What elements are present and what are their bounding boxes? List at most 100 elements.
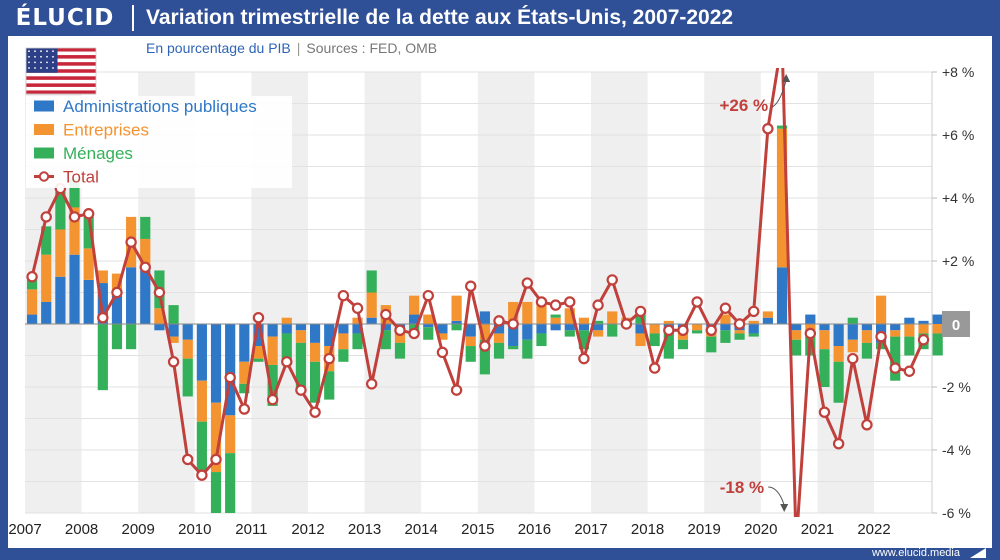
bar-gov-q6 [111,295,123,324]
bar-business-q35 [522,301,533,324]
total-marker-q27 [408,327,420,340]
bar-gov-q20 [309,324,321,343]
bar-business-q5 [97,270,108,284]
x-tick-label: 2015 [461,521,494,538]
y-tick-label: -6 % [942,505,971,521]
total-marker-q37 [549,299,562,311]
bar-gov-q62 [904,317,915,324]
x-tick-label: 2007 [8,521,41,538]
bar-business-q10 [168,336,179,343]
bar-gov-q55 [805,314,816,324]
bar-business-q27 [409,295,420,315]
bar-business-q28 [423,314,434,324]
flag-star [52,55,54,58]
x-tick-label: 2011 [235,521,267,538]
chart-title: Variation trimestrielle de la dette aux … [146,6,734,29]
bar-gov-q10 [168,324,179,337]
bar-households-q28 [423,327,434,340]
bar-gov-q23 [352,324,363,334]
total-marker-q30 [450,384,463,396]
bar-business-q8 [140,238,151,271]
total-marker-q26 [394,324,406,336]
bar-gov-q34 [508,324,519,347]
total-marker-q31 [465,280,477,292]
bar-households-q58 [847,317,858,324]
bar-gov-q56 [819,324,830,331]
footer-url[interactable]: www.elucid.media [871,547,960,559]
total-marker-q1 [40,211,52,223]
bar-households-q26 [394,342,406,359]
flag-star [28,67,30,69]
total-marker-q58 [847,352,859,365]
total-marker-q21 [323,352,335,365]
x-tick-label: 2018 [631,521,664,538]
bar-business-q2 [55,229,66,277]
bar-business-q58 [847,339,858,353]
bar-gov-q5 [97,283,108,324]
bar-gov-q37 [550,324,561,331]
bar-households-q38 [564,330,575,337]
bar-gov-q11 [182,324,193,340]
bar-business-q50 [734,330,745,334]
flag-star [28,50,30,53]
bar-households-q0 [26,279,38,290]
bar-households-q19 [295,342,307,391]
x-tick-label: 2022 [857,521,890,538]
bar-gov-q4 [83,279,94,324]
total-marker-q24 [365,378,378,390]
total-marker-q18 [281,356,293,368]
total-marker-q22 [337,289,350,302]
total-marker-q51 [748,305,760,318]
total-marker-q6 [111,286,123,299]
flag-star [52,50,54,53]
flag-star [46,50,48,53]
flag-stripe [26,58,96,63]
bar-households-q64 [932,333,943,356]
total-marker-q41 [606,274,618,286]
bar-households-q24 [366,270,377,293]
bar-business-q60 [875,295,887,324]
bar-households-q47 [692,330,703,334]
total-marker-q57 [832,438,845,450]
y-tick-label: +8 % [942,64,974,80]
total-marker-q55 [804,327,817,340]
annotation-arrow [768,486,785,506]
bar-business-q47 [692,324,703,331]
y-tick-label: +4 % [942,190,974,206]
total-marker-q34 [507,318,519,330]
total-marker-q0 [26,271,38,283]
bar-business-q20 [309,342,321,362]
x-tick-label: 2021 [801,521,834,538]
bar-gov-q40 [592,324,604,331]
bar-households-q33 [493,342,505,359]
total-marker-q23 [351,302,364,314]
annotation-arrow [771,79,787,108]
bar-gov-q14 [225,324,236,416]
total-marker-q38 [564,296,576,308]
total-marker-q63 [917,334,930,346]
bar-households-q18 [281,333,292,365]
bar-households-q49 [720,330,731,343]
bar-gov-q59 [861,324,873,331]
flag-canton [26,48,58,73]
flag-stripe [26,76,96,81]
flag-stripe [26,83,96,88]
flag-stripe [26,79,96,84]
bar-business-q39 [578,317,590,324]
bar-business-q34 [508,301,519,324]
total-marker-q12 [196,469,208,481]
bar-business-q15 [239,361,250,384]
bar-households-q48 [706,336,717,353]
x-tick-label: 2010 [178,521,211,538]
bar-gov-q25 [380,324,391,331]
bar-business-q52 [762,311,773,318]
flag-star [40,50,42,53]
x-tick-label: 2017 [574,521,607,538]
bar-business-q12 [196,380,207,422]
flag-star [40,67,42,69]
bar-households-q11 [182,358,193,397]
legend-label-households: Ménages [63,144,133,163]
total-marker-q20 [309,406,321,418]
subtitle-sources: Sources : FED, OMB [306,40,438,56]
total-marker-q29 [436,346,449,359]
